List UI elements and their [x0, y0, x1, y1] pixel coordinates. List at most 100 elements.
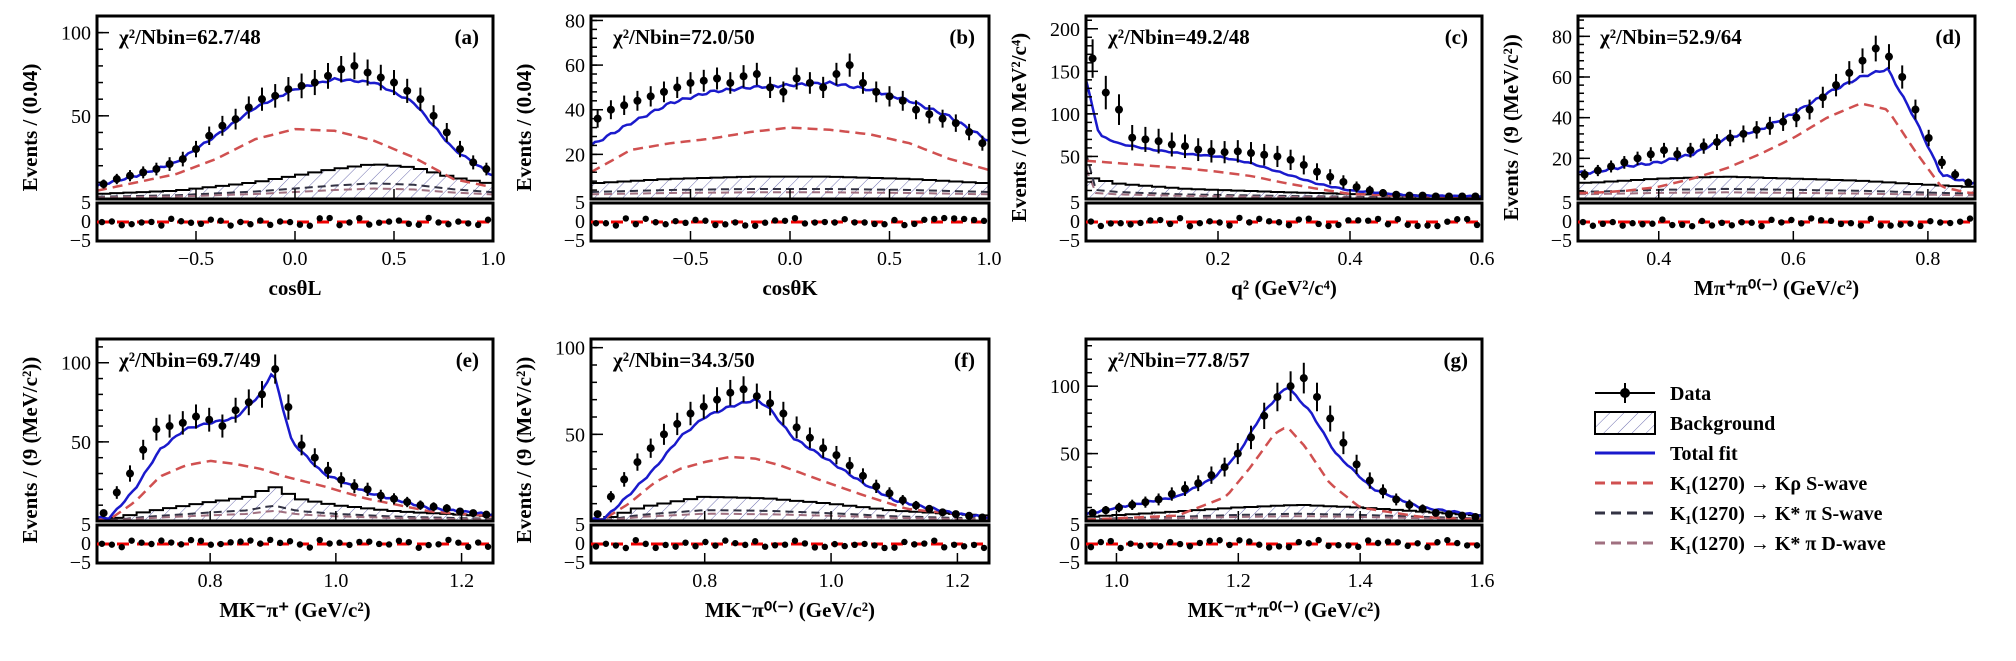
- pull-point-g: [1444, 536, 1451, 544]
- data-point-f: [965, 511, 974, 520]
- pull-point-a: [128, 220, 135, 228]
- pull-tick-label-g: 0: [1070, 533, 1080, 555]
- pull-point-b: [622, 215, 630, 222]
- data-point-a: [310, 78, 319, 87]
- total-fit-c: [1084, 79, 1483, 199]
- data-point-a: [350, 61, 359, 70]
- pull-point-c: [1394, 216, 1402, 223]
- y-axis-label-e: Events / (9 (MeV/c²)): [18, 357, 42, 544]
- pull-point-f: [821, 543, 829, 551]
- pull-point-g: [1374, 539, 1382, 547]
- data-point-e: [482, 510, 491, 519]
- pull-point-d: [1728, 222, 1736, 229]
- pull-point-b: [960, 215, 968, 223]
- pull-point-g: [1097, 538, 1105, 546]
- pull-point-b: [712, 221, 719, 229]
- xtick-label-f: 1.2: [945, 570, 970, 592]
- pull-point-b: [592, 220, 600, 227]
- pull-point-d: [1817, 216, 1825, 224]
- ytick-label-b: 60: [565, 55, 585, 77]
- pull-point-c: [1196, 219, 1204, 227]
- pull-point-a: [425, 214, 432, 222]
- data-point-f: [912, 501, 921, 510]
- data-point-f: [713, 395, 722, 404]
- pull-point-d: [1619, 222, 1626, 229]
- pull-point-c: [1186, 222, 1194, 230]
- pull-point-a: [98, 218, 106, 226]
- data-point-g: [1233, 449, 1242, 458]
- data-point-d: [1580, 170, 1589, 179]
- data-point-d: [1620, 158, 1629, 167]
- pull-frame-f: [589, 523, 991, 565]
- pull-point-a: [247, 221, 254, 228]
- pull-point-g: [1315, 536, 1322, 544]
- pull-point-g: [1424, 543, 1431, 551]
- pull-point-e: [435, 541, 442, 548]
- pull-point-a: [197, 220, 205, 228]
- total-fit-d: [1577, 66, 1976, 186]
- pull-tick-label-d: −5: [1551, 230, 1572, 252]
- pull-point-a: [108, 218, 116, 225]
- data-point-d: [1726, 134, 1735, 142]
- pull-point-d: [1659, 216, 1666, 223]
- data-point-b: [646, 92, 655, 101]
- pull-point-d: [1698, 217, 1706, 225]
- xtick-label-d: 0.4: [1646, 248, 1671, 270]
- data-point-e: [126, 469, 134, 478]
- pull-point-e: [306, 544, 314, 551]
- pull-point-b: [702, 217, 709, 224]
- data-point-b: [606, 105, 615, 114]
- panel-tag-d: (d): [1935, 25, 1961, 49]
- pull-point-g: [1246, 538, 1253, 545]
- data-point-g: [1299, 374, 1308, 383]
- data-point-f: [766, 399, 775, 408]
- pull-point-c: [1315, 220, 1322, 228]
- data-point-g: [1220, 463, 1229, 472]
- pull-point-a: [207, 216, 215, 223]
- data-point-d: [1633, 154, 1642, 163]
- pull-point-a: [346, 219, 353, 226]
- kstar-s-curve-c: [1085, 152, 1483, 199]
- legend-krho_s-label: K₁(1270) → Kρ S-wave: [1670, 473, 1867, 495]
- pull-point-f: [960, 543, 968, 550]
- pull-point-b: [941, 214, 948, 222]
- pull-point-e: [237, 538, 244, 545]
- data-point-e: [244, 398, 253, 407]
- data-point-b: [713, 74, 722, 83]
- pull-point-b: [970, 216, 978, 224]
- pull-point-e: [385, 541, 393, 548]
- xtick-label-g: 1.2: [1226, 570, 1251, 592]
- data-point-f: [951, 510, 960, 519]
- pull-point-e: [425, 541, 432, 549]
- pull-point-a: [474, 221, 482, 229]
- x-axis-label-d: Mπ⁺π⁰⁽⁻⁾ (GeV/c²): [1694, 276, 1859, 300]
- pull-tick-label-b: −5: [564, 230, 585, 252]
- data-point-e: [324, 466, 332, 475]
- ytick-label-b: 80: [565, 10, 585, 32]
- data-point-d: [1699, 142, 1708, 151]
- data-point-b: [832, 70, 841, 79]
- data-point-g: [1313, 392, 1321, 401]
- pull-point-b: [901, 221, 908, 229]
- data-point-a: [482, 165, 491, 174]
- data-point-d: [1805, 105, 1814, 114]
- pull-point-a: [138, 219, 145, 226]
- data-point-e: [456, 507, 464, 516]
- pull-point-g: [1295, 538, 1303, 546]
- background-hist-e: [96, 486, 494, 522]
- ytick-label-d: 20: [1552, 148, 1572, 170]
- xtick-label-e: 0.8: [198, 570, 223, 592]
- pull-point-a: [267, 221, 274, 229]
- data-point-f: [792, 423, 801, 432]
- pull-point-a: [415, 221, 422, 228]
- pull-point-g: [1434, 539, 1441, 546]
- data-point-b: [819, 83, 828, 92]
- pull-point-c: [1246, 219, 1253, 226]
- pull-point-b: [891, 216, 898, 224]
- data-point-d: [1924, 134, 1933, 142]
- pull-point-f: [881, 544, 888, 552]
- y-axis-label-b: Events / (0.04): [512, 64, 536, 192]
- data-point-b: [912, 105, 921, 114]
- pull-point-d: [1857, 222, 1865, 229]
- pull-point-f: [702, 538, 709, 546]
